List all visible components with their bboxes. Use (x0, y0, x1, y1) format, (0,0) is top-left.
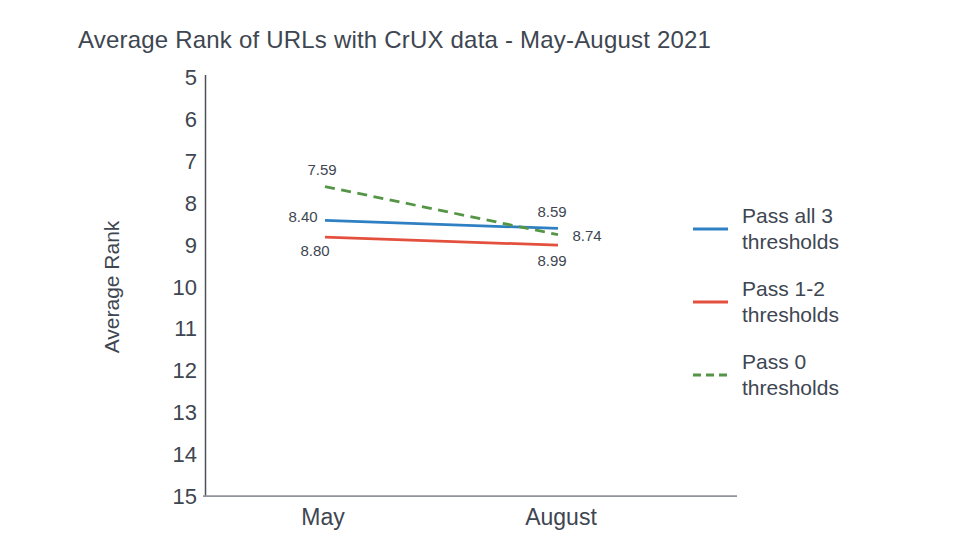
legend-item-label: Pass 1-2 thresholds (742, 276, 864, 328)
y-tick-label: 10 (107, 275, 197, 301)
y-tick-label: 13 (107, 400, 197, 426)
y-tick-label: 6 (107, 107, 197, 133)
line-chart: Average Rank of URLs with CrUX data - Ma… (0, 0, 960, 540)
legend-item: Pass all 3 thresholds (693, 203, 864, 255)
legend-item: Pass 0 thresholds (693, 349, 864, 401)
y-tick-label: 12 (107, 358, 197, 384)
legend-swatch-line (693, 226, 728, 232)
legend-swatch-line (693, 299, 728, 305)
legend-item-label: Pass 0 thresholds (742, 349, 864, 401)
series-line-3 (325, 187, 558, 235)
data-point-label: 8.99 (537, 252, 566, 269)
y-tick-label: 9 (107, 233, 197, 259)
x-category-label: August (525, 504, 597, 531)
y-tick-label: 14 (107, 442, 197, 468)
legend-swatch-line (693, 372, 728, 378)
y-tick-label: 15 (107, 484, 197, 510)
data-point-label: 7.59 (307, 160, 336, 177)
y-tick-label: 8 (107, 191, 197, 217)
data-point-label: 8.59 (537, 203, 566, 220)
data-point-label: 8.40 (288, 208, 317, 225)
y-tick-label: 11 (107, 316, 197, 342)
y-tick-label: 7 (107, 149, 197, 175)
legend-item-label: Pass all 3 thresholds (742, 203, 864, 255)
x-category-label: May (301, 504, 344, 531)
series-line-2 (325, 237, 558, 245)
data-point-label: 8.80 (300, 242, 329, 259)
data-point-label: 8.74 (572, 226, 601, 243)
y-tick-label: 5 (107, 65, 197, 91)
legend-item: Pass 1-2 thresholds (693, 276, 864, 328)
